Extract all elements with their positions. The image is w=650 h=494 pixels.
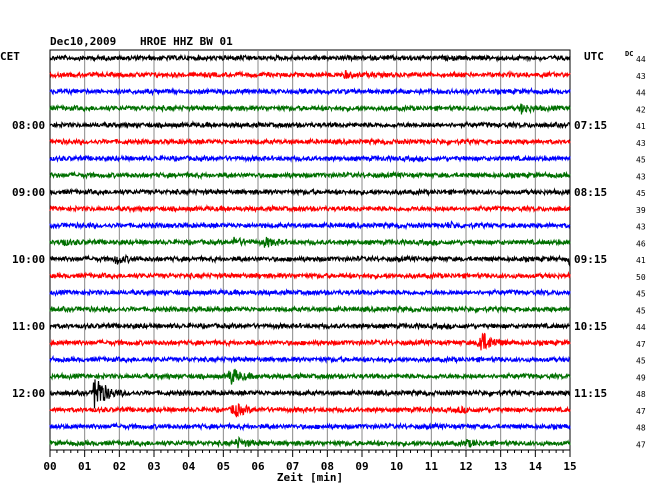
trace-line xyxy=(49,332,571,351)
x-tick-label: 02 xyxy=(113,460,126,473)
dc-value: 43 xyxy=(636,223,646,232)
x-tick-label: 00 xyxy=(43,460,56,473)
x-tick-label: 01 xyxy=(78,460,92,473)
x-axis: 00 01 02 03 04 05 06 07 08 09 10 11 12 13 14 15 xyxy=(43,450,577,473)
trace-line xyxy=(49,204,571,214)
trace-line xyxy=(49,187,571,197)
date-label: Dec10,2009 xyxy=(50,35,116,48)
dc-value: 47 xyxy=(636,340,646,349)
trace-line xyxy=(49,368,571,385)
trace-line xyxy=(49,421,571,432)
x-tick-label: 09 xyxy=(355,460,368,473)
x-tick-label: 14 xyxy=(529,460,543,473)
dc-header-label: DC xyxy=(625,50,633,58)
x-axis-title: Zeit [min] xyxy=(277,471,343,484)
x-tick-label: 07 xyxy=(286,460,299,473)
hour-label-right: 11:15 xyxy=(574,387,607,400)
dc-value: 48 xyxy=(636,424,646,433)
trace-line xyxy=(49,236,571,248)
left-timezone-label: CET xyxy=(0,50,20,63)
dc-value: 49 xyxy=(636,373,646,382)
x-tick-label: 06 xyxy=(251,460,265,473)
dc-value: 43 xyxy=(636,72,646,81)
dc-value: 45 xyxy=(636,290,646,299)
dc-value: 44 xyxy=(636,323,646,332)
x-tick-label: 13 xyxy=(494,460,507,473)
dc-value: 39 xyxy=(636,206,646,215)
x-tick-label: 10 xyxy=(390,460,403,473)
trace-line xyxy=(49,170,571,181)
trace-line xyxy=(49,271,571,281)
trace-line xyxy=(49,120,571,130)
trace-line xyxy=(49,287,571,298)
trace-line xyxy=(49,103,571,115)
hour-label-left: 08:00 xyxy=(12,119,45,132)
hour-label-left: 11:00 xyxy=(12,320,45,333)
trace-line xyxy=(49,220,571,231)
dc-value: 42 xyxy=(636,105,646,114)
dc-value: 45 xyxy=(636,189,646,198)
dc-value: 45 xyxy=(636,357,646,366)
x-tick-label: 15 xyxy=(563,460,576,473)
trace-line xyxy=(49,86,571,97)
dc-value: 45 xyxy=(636,306,646,315)
x-tick-label: 04 xyxy=(182,460,196,473)
trace-line xyxy=(49,253,571,267)
dc-value: 47 xyxy=(636,407,646,416)
trace-line xyxy=(49,137,571,147)
dc-value: 44 xyxy=(636,89,646,98)
trace-line xyxy=(49,321,571,331)
x-tick-label: 11 xyxy=(425,460,439,473)
trace-line xyxy=(49,53,571,63)
x-tick-label: 08 xyxy=(321,460,334,473)
trace-line xyxy=(49,354,571,365)
station-label: HROE HHZ BW 01 xyxy=(140,35,233,48)
dc-value: 41 xyxy=(636,256,646,265)
dc-value: 48 xyxy=(636,390,646,399)
hour-label-right: 07:15 xyxy=(574,119,607,132)
hour-label-right: 09:15 xyxy=(574,253,607,266)
dc-value: 43 xyxy=(636,172,646,181)
grid xyxy=(84,50,536,450)
dc-value: 50 xyxy=(636,273,646,282)
dc-value: 41 xyxy=(636,122,646,131)
dc-value: 44 xyxy=(636,55,646,64)
right-timezone-label: UTC xyxy=(584,50,604,63)
hour-label-right: 08:15 xyxy=(574,186,607,199)
traces xyxy=(49,53,571,449)
dc-values: 44 43 44 42 41 43 45 43 45 39 43 46 41 50 45 45 44 47 45 49… xyxy=(636,55,646,449)
hour-label-right: 10:15 xyxy=(574,320,607,333)
right-time-labels: 07:15 08:15 09:15 10:15 11:15 xyxy=(574,119,607,400)
dc-value: 43 xyxy=(636,139,646,148)
dc-value: 45 xyxy=(636,156,646,165)
trace-line xyxy=(49,304,571,314)
trace-line xyxy=(49,403,571,418)
left-time-labels: 08:00 09:00 10:00 11:00 12:00 xyxy=(12,119,45,400)
dc-value: 46 xyxy=(636,239,646,248)
trace-line xyxy=(49,379,571,409)
trace-line xyxy=(49,154,571,163)
x-tick-label: 03 xyxy=(147,460,160,473)
dc-value: 47 xyxy=(636,440,646,449)
plot-frame xyxy=(49,49,571,451)
trace-line xyxy=(49,435,571,449)
trace-line xyxy=(49,70,571,80)
x-tick-label: 12 xyxy=(459,460,472,473)
hour-label-left: 10:00 xyxy=(12,253,45,266)
hour-label-left: 12:00 xyxy=(12,387,45,400)
hour-label-left: 09:00 xyxy=(12,186,45,199)
x-tick-label: 05 xyxy=(217,460,230,473)
